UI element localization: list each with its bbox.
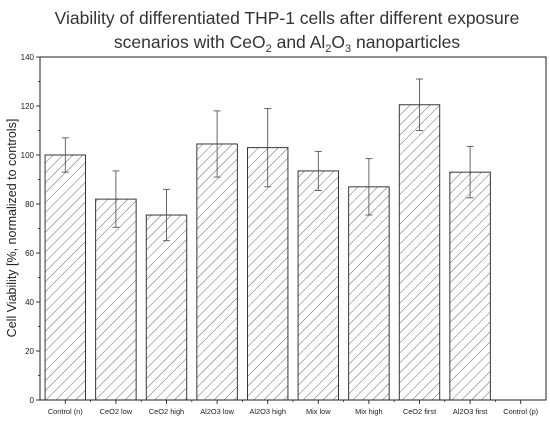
- x-tick-label-4: Al2O3 high: [249, 407, 286, 416]
- bar-2: [145, 214, 188, 401]
- bar-5: [297, 170, 339, 401]
- bar-6: [348, 186, 390, 401]
- y-tick-label-120: 120: [21, 102, 35, 111]
- plot-area: 0 20 40 60 80 100 120 140 Control (n) CeO2 low CeO…: [21, 53, 547, 416]
- chart-title-line1: Viability of differentiated THP-1 cells …: [55, 8, 520, 28]
- x-tick-label-8: Al2O3 first: [453, 407, 488, 416]
- x-tick-label-5: Mix low: [306, 407, 331, 416]
- y-tick-label-40: 40: [25, 298, 34, 307]
- y-tick-label-0: 0: [30, 396, 35, 405]
- x-tick-label-7: CeO2 first: [403, 407, 436, 416]
- x-tick-label-1: CeO2 low: [100, 407, 133, 416]
- title-text-2: and Al: [272, 32, 326, 52]
- title-text-1: scenarios with CeO: [114, 32, 266, 52]
- bar-7: [398, 104, 441, 401]
- y-tick-label-80: 80: [25, 200, 34, 209]
- x-tick-label-6: Mix high: [355, 407, 383, 416]
- y-tick-label-140: 140: [21, 53, 35, 62]
- title-text-3: O: [331, 32, 345, 52]
- bar-1: [95, 198, 137, 401]
- bar-0: [44, 154, 86, 401]
- y-tick-label-100: 100: [21, 151, 35, 160]
- x-tick-label-3: Al2O3 low: [200, 407, 234, 416]
- title-sub-2: 2: [325, 43, 331, 55]
- y-axis-title: Cell Viability [%, normalized to control…: [5, 119, 19, 338]
- bar-8: [449, 171, 491, 401]
- bar-4: [247, 147, 289, 401]
- x-tick-label-0: Control (n): [48, 407, 83, 416]
- bar-3: [196, 143, 238, 401]
- title-text-4: nanoparticles: [351, 32, 460, 52]
- chart-title-line2: scenarios with CeO2 and Al2O3 nanopartic…: [114, 32, 460, 55]
- title-sub-3: 3: [345, 43, 351, 55]
- y-tick-label-20: 20: [25, 347, 34, 356]
- title-sub-1: 2: [266, 43, 272, 55]
- y-tick-label-60: 60: [25, 249, 34, 258]
- x-tick-label-9: Control (p): [503, 407, 538, 416]
- x-tick-label-2: CeO2 high: [149, 407, 184, 416]
